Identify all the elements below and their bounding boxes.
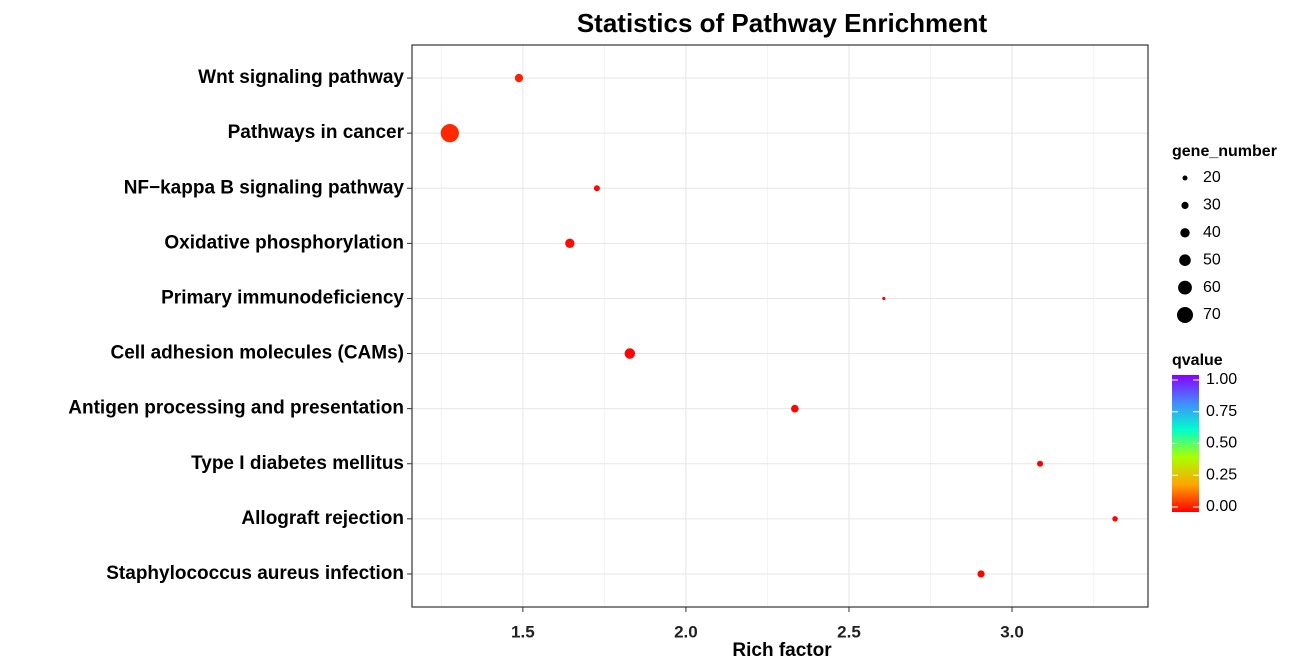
y-tick-label: Antigen processing and presentation bbox=[68, 398, 404, 419]
color-legend-title: qvalue bbox=[1172, 352, 1223, 369]
size-legend-key bbox=[1182, 175, 1188, 181]
y-tick-label: NF−kappa B signaling pathway bbox=[124, 177, 405, 198]
y-tick-label: Pathways in cancer bbox=[228, 122, 405, 143]
bubble bbox=[1037, 460, 1044, 467]
bubble bbox=[624, 348, 636, 359]
color-legend-label: 0.25 bbox=[1206, 466, 1237, 483]
y-tick-label: Primary immunodeficiency bbox=[161, 287, 404, 308]
size-legend-key bbox=[1179, 254, 1191, 266]
size-legend-label: 20 bbox=[1203, 169, 1221, 186]
size-legend-label: 50 bbox=[1203, 251, 1221, 268]
plot-area bbox=[412, 45, 1148, 607]
y-tick-label: Wnt signaling pathway bbox=[198, 67, 404, 88]
color-legend-label: 0.00 bbox=[1206, 498, 1237, 515]
y-tick-label: Cell adhesion molecules (CAMs) bbox=[110, 343, 404, 364]
color-legend-label: 0.75 bbox=[1206, 403, 1237, 420]
x-tick-label: 3.0 bbox=[1000, 622, 1024, 641]
y-tick-label: Allograft rejection bbox=[241, 508, 404, 529]
chart-title: Statistics of Pathway Enrichment bbox=[577, 8, 988, 38]
size-legend-label: 70 bbox=[1203, 306, 1221, 323]
size-legend-label: 60 bbox=[1203, 279, 1221, 296]
color-legend-label: 1.00 bbox=[1206, 371, 1237, 388]
bubble bbox=[882, 296, 886, 301]
size-legend-key bbox=[1181, 201, 1189, 209]
x-tick-label: 2.5 bbox=[837, 622, 861, 641]
size-legend-key bbox=[1177, 307, 1193, 323]
x-tick-label: 2.0 bbox=[674, 622, 698, 641]
y-tick-label: Type I diabetes mellitus bbox=[191, 453, 404, 474]
bubble bbox=[977, 570, 985, 578]
y-tick-label: Oxidative phosphorylation bbox=[164, 232, 404, 253]
size-legend-label: 30 bbox=[1203, 197, 1221, 214]
size-legend-key bbox=[1180, 228, 1190, 238]
color-legend-label: 0.50 bbox=[1206, 435, 1237, 452]
size-legend-title: gene_number bbox=[1172, 143, 1277, 160]
bubble bbox=[565, 238, 575, 249]
plot-border bbox=[411, 44, 1149, 608]
y-tick-label: Staphylococcus aureus infection bbox=[106, 563, 404, 584]
x-tick-label: 1.5 bbox=[511, 622, 535, 641]
bubble bbox=[440, 124, 459, 143]
bubble bbox=[791, 404, 799, 413]
bubble bbox=[1112, 516, 1118, 522]
bubble bbox=[593, 185, 600, 192]
size-legend-label: 40 bbox=[1203, 224, 1221, 241]
bubble bbox=[514, 73, 524, 83]
x-axis-label: Rich factor bbox=[732, 640, 832, 660]
size-legend-key bbox=[1178, 280, 1192, 295]
